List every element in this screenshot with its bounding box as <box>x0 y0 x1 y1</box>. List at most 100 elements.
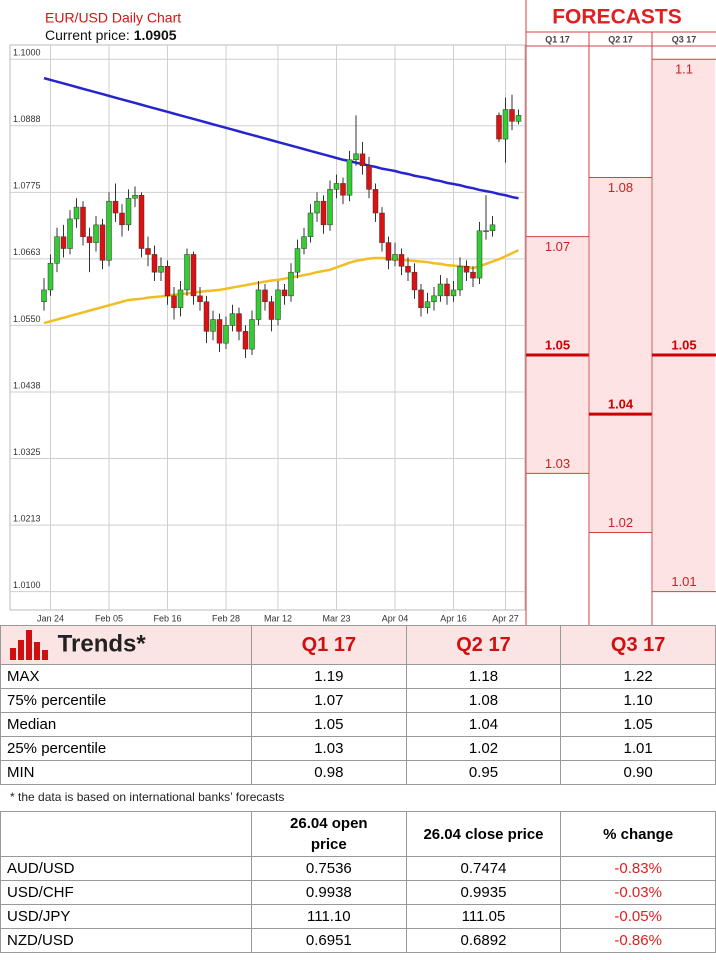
cell: 0.98 <box>251 760 407 785</box>
candle-body <box>216 319 223 344</box>
cell: 0.7536 <box>251 856 407 881</box>
rates-col: 26.04 close price <box>405 811 562 857</box>
row-label: 25% percentile <box>0 736 252 761</box>
candle-body <box>242 331 249 350</box>
pair: NZD/USD <box>0 928 252 953</box>
candle-body <box>229 313 236 326</box>
candle-body <box>106 200 112 261</box>
forecast-median-label: 1.05 <box>671 337 696 352</box>
candle-body <box>379 212 385 243</box>
rates-row: USD/JPY 111.10 111.05 -0.05% <box>0 904 716 929</box>
ma-line <box>43 76 519 200</box>
forecast-col: Q2 17 <box>608 34 633 44</box>
rates-row: USD/CHF 0.9938 0.9935 -0.03% <box>0 880 716 905</box>
cell: 0.95 <box>405 760 562 785</box>
rates-row: NZD/USD 0.6951 0.6892 -0.86% <box>0 928 716 953</box>
candle-body <box>249 319 255 350</box>
candle-body <box>47 263 54 291</box>
trends-col: Q3 17 <box>560 625 716 665</box>
rates-table: 26.04 open price 26.04 close price % cha… <box>0 811 716 953</box>
forecast-range <box>590 177 651 533</box>
rates-row: AUD/USD 0.7536 0.7474 -0.83% <box>0 856 716 881</box>
forecast-label: 1.07 <box>545 239 570 254</box>
x-tick-label: Mar 23 <box>322 613 350 623</box>
x-tick-label: Apr 27 <box>492 613 519 623</box>
candle-body <box>80 206 86 237</box>
candle-body <box>346 159 353 196</box>
x-tick-label: Feb 28 <box>212 613 240 623</box>
candle-body <box>112 200 119 214</box>
row-label: 75% percentile <box>0 688 252 713</box>
candle-body <box>197 295 203 303</box>
candle-body <box>158 266 164 273</box>
candle-body <box>210 319 216 332</box>
trends-header: Trends* Q1 17 Q2 17 Q3 17 <box>0 625 716 665</box>
candle-body <box>353 153 359 161</box>
current-price: Current price: 1.0905 <box>45 27 177 43</box>
candle-body <box>54 236 60 264</box>
forecast-label: 1.1 <box>675 62 693 77</box>
candle-body <box>236 313 242 332</box>
candle-body <box>184 254 190 291</box>
cell: 1.05 <box>251 712 407 737</box>
cell: 1.07 <box>251 688 407 713</box>
candle-body <box>164 266 171 297</box>
chart: EUR/USD Daily Chart Current price: 1.090… <box>9 0 716 625</box>
candle-body <box>268 301 275 320</box>
candle-body <box>457 266 463 291</box>
pair: USD/JPY <box>0 904 252 929</box>
candle-body <box>463 266 470 273</box>
forecast-label: 1.08 <box>608 180 633 195</box>
cell: 0.6951 <box>251 928 407 953</box>
y-tick-label: 1.0100 <box>13 580 41 590</box>
trends-row: MAX 1.19 1.18 1.22 <box>0 664 716 689</box>
forecast-median-label: 1.05 <box>545 337 570 352</box>
candle-body <box>223 325 229 344</box>
cell: 1.05 <box>560 712 716 737</box>
x-tick-label: Feb 05 <box>95 613 123 623</box>
pair: USD/CHF <box>0 880 252 905</box>
trends-row: 25% percentile 1.03 1.02 1.01 <box>0 736 716 761</box>
candle-body <box>151 254 158 273</box>
candle-body <box>60 236 67 249</box>
trends-row: 75% percentile 1.07 1.08 1.10 <box>0 688 716 713</box>
candle-body <box>476 230 483 279</box>
y-tick-label: 1.0550 <box>13 314 41 324</box>
y-tick-label: 1.1000 <box>13 48 41 58</box>
x-tick-label: Mar 12 <box>264 613 292 623</box>
candle-body <box>275 289 281 320</box>
trends-table: Trends* Q1 17 Q2 17 Q3 17 MAX 1.19 1.18 1.2… <box>0 625 716 785</box>
cell: 111.10 <box>251 904 407 929</box>
candle-body <box>424 301 431 308</box>
candle-body <box>301 236 307 249</box>
forecast-col: Q3 17 <box>672 34 697 44</box>
candle-body <box>327 189 333 226</box>
candle-body <box>190 254 197 297</box>
candle-body <box>41 289 47 303</box>
cell: 1.22 <box>560 664 716 689</box>
cell: 0.9938 <box>251 880 407 905</box>
cell: 1.18 <box>405 664 562 689</box>
cell: 1.10 <box>560 688 716 713</box>
forecast-label: 1.01 <box>671 574 696 589</box>
chart-title: EUR/USD Daily Chart <box>45 10 181 26</box>
forecast-label: 1.02 <box>608 515 633 530</box>
cell: 0.6892 <box>405 928 562 953</box>
candle-body <box>125 197 132 226</box>
candle-body <box>73 206 80 220</box>
forecast-title: FORECASTS <box>552 6 682 29</box>
cell: -0.83% <box>560 856 716 881</box>
forecast-col: Q1 17 <box>545 34 570 44</box>
candle-body <box>398 254 405 267</box>
y-tick-label: 1.0438 <box>13 380 41 390</box>
candle-body <box>405 266 411 273</box>
candle-body <box>294 248 301 273</box>
candle-body <box>132 195 138 199</box>
candle-body <box>392 254 398 261</box>
y-tick-label: 1.0213 <box>13 513 41 523</box>
candle-body <box>515 115 522 122</box>
cell: 0.7474 <box>405 856 562 881</box>
x-tick-label: Feb 16 <box>153 613 181 623</box>
rates-col: 26.04 open price <box>251 811 407 857</box>
candle-body <box>281 289 288 297</box>
